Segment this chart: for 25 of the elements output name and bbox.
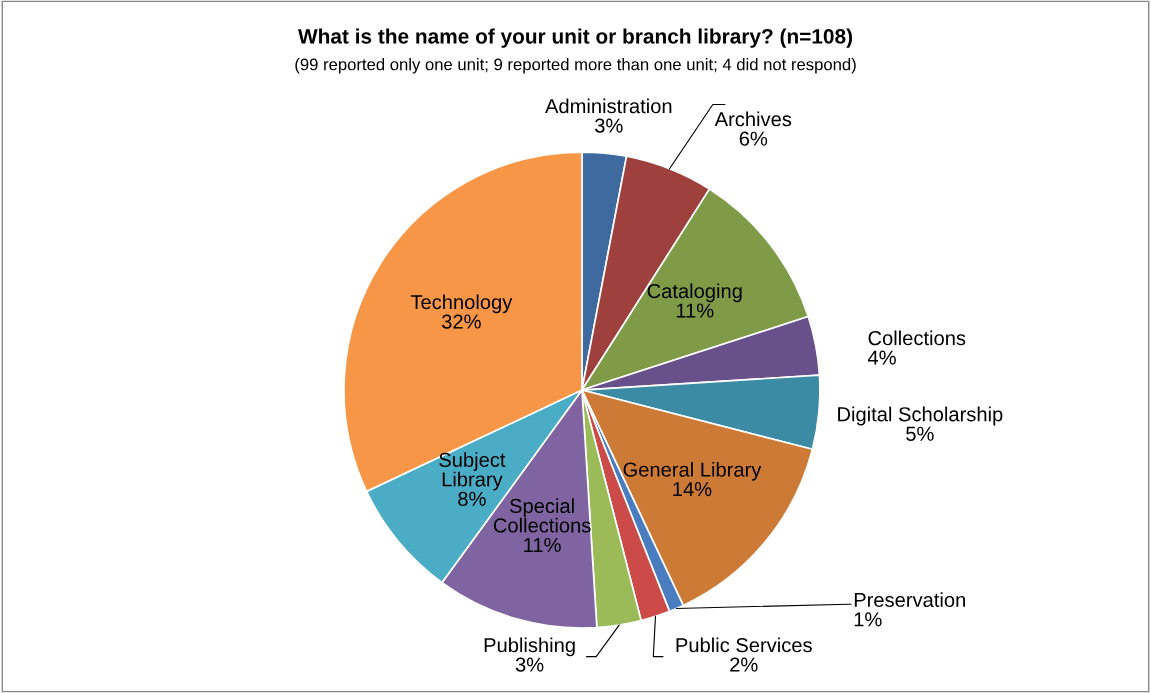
chart-subtitle: (99 reported only one unit; 9 reported more than one unit; 4 did not respond) — [295, 58, 856, 74]
slice-label: Publishing — [484, 637, 575, 657]
data-label: 2% — [730, 657, 758, 672]
slice-label: Preservation — [854, 592, 965, 608]
data-label: 3% — [515, 657, 544, 672]
data-label: 4% — [867, 350, 896, 365]
data-label: 32% — [441, 314, 481, 329]
slice-label: Collections — [868, 330, 966, 346]
slice-label: Administration — [545, 98, 672, 114]
data-label: 11% — [676, 303, 714, 318]
data-label: 3% — [595, 118, 623, 133]
data-label: 8% — [458, 491, 486, 506]
slice-label: Cataloging — [647, 283, 742, 303]
slice-label: Public Services — [676, 637, 812, 653]
data-label: 6% — [739, 131, 768, 146]
slice-label: Digital Scholarship — [838, 406, 1003, 426]
data-label: 14% — [673, 482, 712, 497]
slice-label: General Library — [623, 461, 762, 481]
data-label: 5% — [906, 426, 934, 441]
chart-title: What is the name of your unit or branch library? (n=108) — [298, 28, 853, 48]
data-label: 1% — [854, 612, 882, 627]
slice-label: Technology — [410, 294, 513, 314]
data-label: 11% — [524, 537, 561, 552]
slice-label: Subject Library — [439, 452, 506, 491]
slice-label: Archives — [714, 111, 792, 127]
